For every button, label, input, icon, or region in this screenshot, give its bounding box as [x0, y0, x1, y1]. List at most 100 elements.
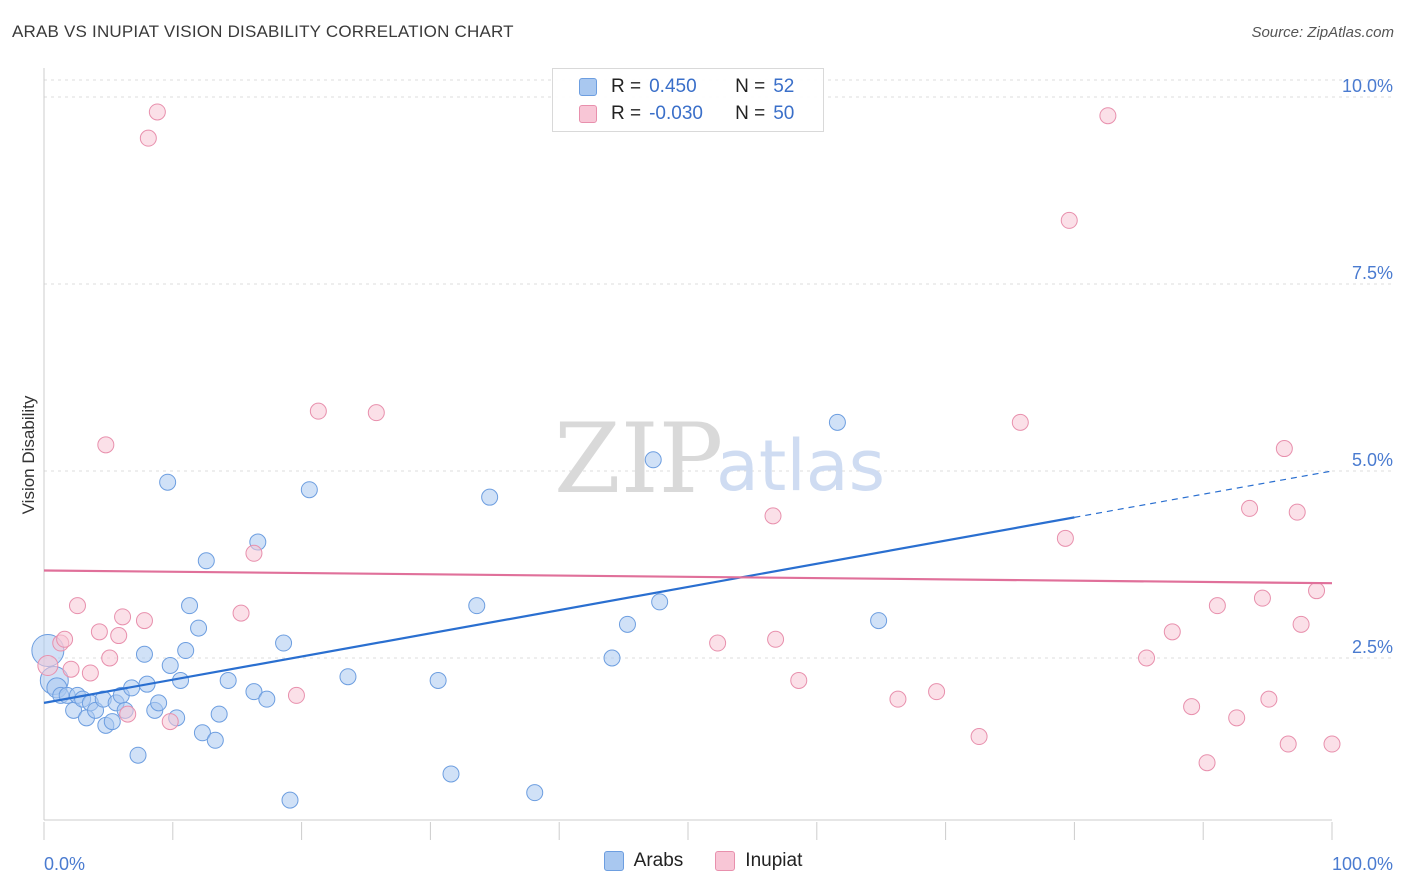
data-point-inupiat: [1279, 735, 1297, 753]
y-tick-label: 5.0%: [1352, 450, 1393, 470]
data-point-inupiat: [37, 654, 59, 676]
x-tick-label: 100.0%: [1332, 854, 1393, 874]
data-point-arabs: [177, 642, 195, 660]
series-swatch-arabs: [603, 851, 624, 871]
data-point-inupiat: [245, 544, 263, 562]
legend-r-key: R =: [611, 76, 642, 97]
data-point-arabs: [206, 731, 224, 749]
data-point-inupiat: [68, 597, 86, 615]
data-point-arabs: [245, 683, 263, 701]
series-legend-inupiat[interactable]: Inupiat: [715, 850, 802, 872]
data-point-arabs: [526, 784, 544, 802]
data-point-inupiat: [1275, 440, 1293, 458]
data-point-inupiat: [1260, 690, 1278, 708]
x-ticks: 0.0% 100.0%: [43, 822, 1393, 874]
data-point-inupiat: [1323, 735, 1341, 753]
data-point-inupiat: [1228, 709, 1246, 727]
data-point-arabs: [181, 597, 199, 615]
data-point-arabs: [281, 791, 299, 809]
data-point-inupiat: [119, 705, 137, 723]
data-point-inupiat: [287, 686, 305, 704]
watermark-zip: ZIP: [554, 403, 723, 515]
series-label-arabs: Arabs: [633, 850, 684, 871]
data-point-arabs: [150, 694, 168, 712]
data-point-inupiat: [764, 507, 782, 525]
watermark-atlas: atlas: [716, 425, 885, 507]
data-point-inupiat: [1241, 499, 1259, 517]
data-point-arabs: [644, 451, 662, 469]
data-point-inupiat: [1060, 211, 1078, 229]
data-point-arabs: [603, 649, 621, 667]
data-point-inupiat: [1208, 597, 1226, 615]
data-point-inupiat: [1163, 623, 1181, 641]
legend-n-key: N =: [735, 103, 766, 124]
data-point-arabs: [161, 656, 179, 674]
data-point-inupiat: [139, 129, 157, 147]
data-point-inupiat: [62, 660, 80, 678]
data-point-inupiat: [148, 103, 166, 121]
legend-r-key: R =: [611, 103, 642, 124]
data-point-arabs: [468, 597, 486, 615]
x-tick-label: 0.0%: [44, 854, 85, 874]
data-point-inupiat: [1183, 698, 1201, 716]
data-point-inupiat: [90, 623, 108, 641]
data-point-arabs: [190, 619, 208, 637]
trend-line-inupiat: [43, 569, 1333, 585]
legend-n-value: 52: [773, 76, 795, 97]
data-point-inupiat: [970, 728, 988, 746]
data-point-arabs: [481, 488, 499, 506]
data-point-inupiat: [1099, 107, 1117, 125]
y-tick-label: 7.5%: [1352, 263, 1393, 283]
data-point-arabs: [828, 413, 846, 431]
trend-line-arabs: [43, 516, 1075, 704]
data-point-arabs: [618, 615, 636, 633]
data-point-inupiat: [790, 671, 808, 689]
data-point-inupiat: [1308, 582, 1326, 600]
data-point-inupiat: [309, 402, 327, 420]
y-tick-label: 10.0%: [1342, 76, 1393, 96]
data-point-inupiat: [1292, 615, 1310, 633]
y-tick-label: 2.5%: [1352, 637, 1393, 657]
series-label-inupiat: Inupiat: [745, 850, 803, 871]
legend-r-value: 0.450: [649, 76, 697, 97]
watermark: ZIP atlas: [554, 403, 885, 515]
data-point-inupiat: [161, 713, 179, 731]
data-point-arabs: [429, 671, 447, 689]
data-point-inupiat: [56, 630, 74, 648]
data-point-inupiat: [709, 634, 727, 652]
y-axis-label: Vision Disability: [19, 395, 38, 514]
data-point-arabs: [103, 713, 121, 731]
legend-r-value: -0.030: [649, 103, 703, 124]
data-point-arabs: [870, 612, 888, 630]
data-point-inupiat: [114, 608, 132, 626]
data-points: [31, 103, 1341, 809]
grid-lines: [44, 79, 1392, 659]
data-point-inupiat: [81, 664, 99, 682]
trend-lines: [43, 470, 1333, 704]
data-point-inupiat: [135, 612, 153, 630]
data-point-inupiat: [97, 436, 115, 454]
y-tick-labels: 2.5% 5.0% 7.5% 10.0%: [1342, 76, 1393, 657]
data-point-inupiat: [232, 604, 250, 622]
legend-n-value: 50: [773, 103, 795, 124]
data-point-arabs: [258, 690, 276, 708]
series-legend: Arabs Inupiat: [0, 850, 1406, 872]
data-point-arabs: [172, 671, 190, 689]
data-point-inupiat: [1056, 529, 1074, 547]
data-point-arabs: [210, 705, 228, 723]
data-point-arabs: [339, 668, 357, 686]
data-point-arabs: [197, 552, 215, 570]
correlation-legend: R = 0.450 N = 52 R = -0.030 N = 50: [552, 68, 824, 132]
data-point-inupiat: [928, 683, 946, 701]
data-point-inupiat: [767, 630, 785, 648]
legend-swatch-arabs: [579, 78, 597, 96]
data-point-inupiat: [1198, 754, 1216, 772]
data-point-inupiat: [101, 649, 119, 667]
data-point-inupiat: [367, 404, 385, 422]
source-credit: Source: ZipAtlas.com: [1251, 24, 1394, 41]
chart-title: ARAB VS INUPIAT VISION DISABILITY CORREL…: [12, 22, 514, 41]
data-point-inupiat: [1011, 413, 1029, 431]
data-point-inupiat: [110, 627, 128, 645]
axes: [43, 68, 1332, 821]
series-legend-arabs[interactable]: Arabs: [603, 850, 684, 872]
